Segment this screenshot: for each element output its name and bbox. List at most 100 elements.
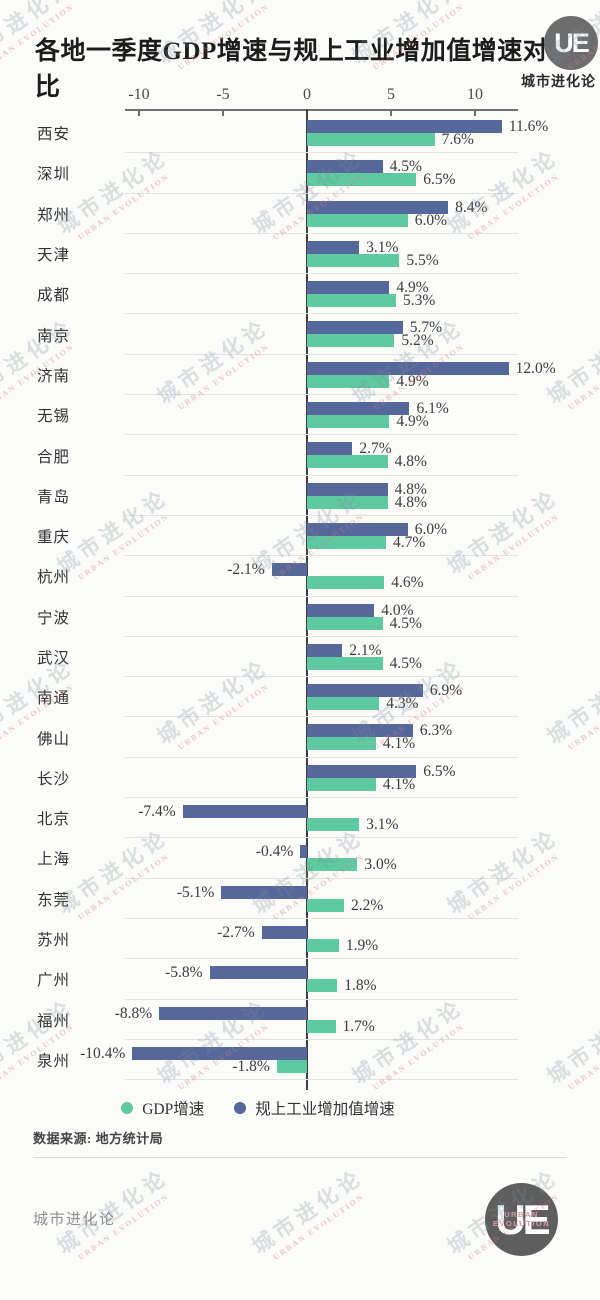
axis-tick-label: -10 [128, 86, 150, 103]
row-separator [125, 313, 518, 315]
gdp-bar-value: 1.9% [345, 936, 379, 954]
legend-label: GDP增速 [142, 1101, 205, 1118]
row-separator [125, 474, 518, 476]
gdp-bar-value: 1.7% [342, 1017, 375, 1035]
row-separator [125, 958, 518, 960]
city-label: 郑州 [37, 206, 71, 224]
x-axis-line [125, 109, 518, 111]
legend-dot-icon [121, 1102, 134, 1114]
industrial-bar-value: -7.4% [138, 803, 176, 821]
axis-tick-label: 10 [467, 86, 483, 103]
industrial-bar [307, 482, 388, 496]
brand-logo-text: UE [554, 27, 589, 58]
gdp-bar [307, 656, 383, 670]
chart-row: 苏州 -2.7% 1.9% [0, 919, 600, 960]
chart-row: 北京 -7.4% 3.1% [0, 798, 600, 839]
industrial-bar-value: -2.1% [227, 561, 265, 579]
city-label: 天津 [37, 247, 71, 265]
city-label: 合肥 [37, 448, 71, 466]
industrial-bar [221, 885, 307, 899]
city-label: 成都 [37, 287, 71, 305]
industrial-bar [132, 1046, 307, 1060]
footer-brand: 城市进化论 [33, 1212, 116, 1228]
city-label: 佛山 [37, 730, 71, 748]
industrial-bar-value: 2.7% [359, 440, 392, 458]
row-separator [125, 353, 518, 355]
chart-row: 泉州 -10.4% -1.8% [0, 1040, 600, 1081]
gdp-bar-value: -1.8% [232, 1057, 270, 1075]
row-separator [125, 877, 518, 879]
industrial-bar-value: 6.5% [423, 762, 456, 780]
page-title: 各地一季度GDP增速与规上工业增加值增速对比 [35, 38, 549, 101]
chart-row: 福州 -8.8% 1.7% [0, 1000, 600, 1040]
legend-label: 规上工业增加值增速 [255, 1101, 395, 1118]
chart-row: 重庆 6.0% 4.7% [0, 516, 600, 557]
chart-row: 西安 11.6% 7.6% [0, 113, 600, 154]
gdp-bar [307, 173, 417, 187]
gdp-bar-value: 4.1% [382, 775, 416, 793]
gdp-bar-value: 4.1% [382, 735, 416, 753]
industrial-bar [307, 240, 360, 254]
industrial-bar-value: -5.8% [165, 964, 203, 982]
watermark-subtext: URBAN EVOLUTION [271, 1191, 366, 1262]
city-label: 南通 [37, 690, 71, 708]
chart-row: 东莞 -5.1% 2.2% [0, 879, 600, 919]
industrial-bar [307, 281, 390, 295]
gdp-bar [307, 374, 390, 388]
industrial-bar [307, 402, 410, 416]
chart-row: 广州 -5.8% 1.8% [0, 959, 600, 1000]
row-separator [125, 192, 518, 194]
gdp-bar-value: 6.0% [414, 211, 448, 229]
legend-item: GDP增速 [121, 1097, 204, 1119]
industrial-bar [300, 845, 307, 859]
axis-tick-mark [222, 111, 224, 116]
axis-tick-mark [138, 111, 140, 116]
city-label: 济南 [37, 367, 71, 385]
gdp-bar-value: 6.5% [423, 171, 456, 189]
industrial-bar [261, 925, 307, 939]
footer-logo-word-urban: URBAN [504, 1210, 539, 1219]
row-separator [125, 555, 518, 557]
industrial-bar [307, 724, 413, 738]
axis-tick-label: 0 [303, 86, 311, 103]
chart-row: 南京 5.7% 5.2% [0, 314, 600, 355]
industrial-bar-value: 11.6% [508, 118, 549, 135]
row-separator [125, 917, 518, 919]
axis-tick-label: 5 [387, 86, 395, 103]
city-label: 上海 [37, 851, 71, 869]
gdp-bar [307, 737, 376, 751]
industrial-bar [271, 563, 307, 577]
gdp-bar [307, 818, 360, 832]
footer-divider [33, 1157, 567, 1158]
row-separator [125, 1079, 518, 1081]
zero-axis-line [306, 109, 308, 1090]
legend-dot-icon [234, 1102, 247, 1114]
row-separator [125, 756, 518, 758]
gdp-bar-value: 4.8% [394, 493, 427, 511]
industrial-bar [307, 603, 375, 617]
row-separator [125, 676, 518, 678]
gdp-bar [307, 938, 339, 952]
city-label: 无锡 [37, 408, 71, 426]
watermark-text: 城市进化论 [247, 1164, 369, 1259]
gdp-bar-value: 5.3% [403, 292, 436, 310]
chart-row: 上海 -0.4% 3.0% [0, 838, 600, 879]
gdp-bar [307, 858, 358, 872]
industrial-bar-value: -5.1% [176, 883, 215, 901]
row-separator [125, 998, 518, 1000]
industrial-bar-value: 4.8% [394, 480, 427, 498]
chart-row: 杭州 -2.1% 4.6% [0, 556, 600, 597]
industrial-bar [307, 160, 383, 174]
city-label: 杭州 [37, 569, 71, 587]
city-label: 北京 [37, 811, 71, 829]
city-label: 南京 [37, 327, 71, 345]
industrial-bar-value: 6.1% [416, 400, 449, 418]
industrial-bar [307, 522, 408, 536]
city-label: 长沙 [37, 770, 71, 788]
city-label: 福州 [37, 1012, 71, 1030]
gdp-bar-value: 4.5% [389, 654, 422, 672]
gdp-bar [307, 697, 380, 711]
gdp-bar-value: 1.8% [344, 977, 377, 995]
